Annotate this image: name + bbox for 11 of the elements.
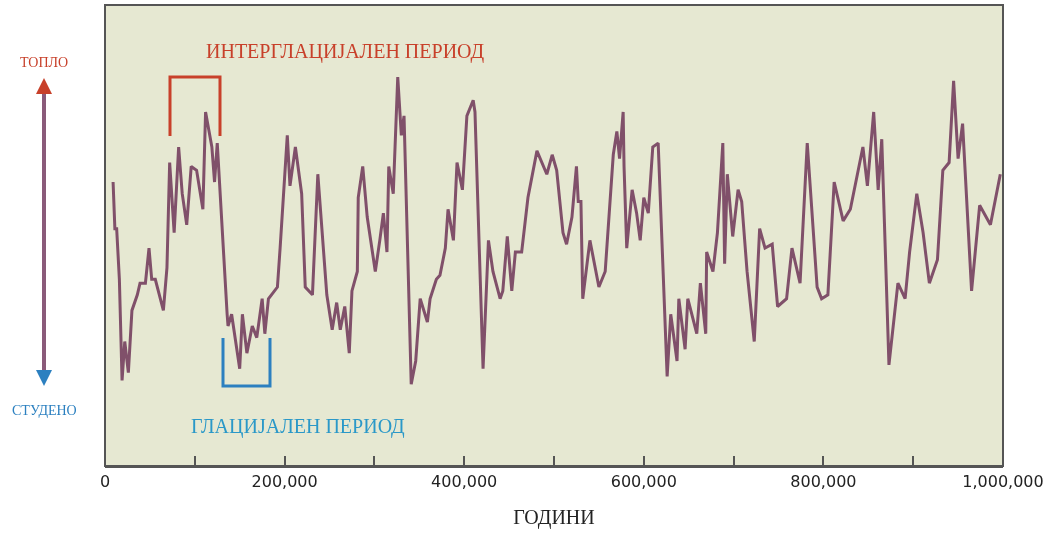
x-tick-label: 1,000,000 <box>962 472 1044 492</box>
text: СТУДЕНО <box>12 403 77 418</box>
text: ТОПЛО <box>20 55 69 70</box>
x-tick-label: 0 <box>99 472 111 492</box>
text: ИНТЕРГЛАЦИЈАЛЕН ПЕРИОД <box>206 40 485 63</box>
annotation: ГЛАЦИЈАЛЕН ПЕРИОД <box>191 415 406 438</box>
x-tick-label: 800,000 <box>790 472 857 492</box>
x-tick-label: 200,000 <box>251 472 318 492</box>
x-tick-label: 600,000 <box>610 472 677 492</box>
x-axis-title: ГОДИНИ <box>513 506 595 530</box>
x-tick-label: 400,000 <box>431 472 498 492</box>
